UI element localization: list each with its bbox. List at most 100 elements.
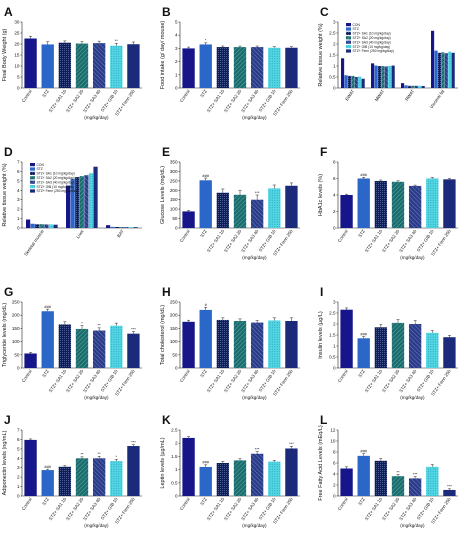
- significance-e-4: ***: [255, 190, 260, 195]
- y-tick-label-e-1: 50: [172, 216, 178, 221]
- significance-l-1: ###: [360, 448, 367, 453]
- legend-label-d-5: STZ+ GIB (10 mg/kg/day): [37, 185, 75, 189]
- y-tick-label-e-0: 0: [175, 226, 178, 231]
- y-tick-label-g-0: 0: [17, 366, 20, 371]
- y-tick-label-h-2: 100: [170, 339, 178, 344]
- y-tick-label-b-0: 0: [175, 86, 178, 91]
- bar-c-0-1: [344, 75, 348, 88]
- y-tick-label-b-3: 3: [175, 46, 178, 51]
- significance-b-1: *: [205, 38, 207, 43]
- y-tick-label-f-4: 8: [333, 160, 336, 165]
- legend-label-c-0: CON: [353, 23, 361, 27]
- y-tick-label-l-2: 4: [333, 472, 336, 477]
- significance-k-4: ***: [255, 446, 260, 451]
- panel-label-f: F: [320, 145, 327, 159]
- unit-label-f: (mg/kg/day): [400, 255, 425, 260]
- unit-label-e: (mg/kg/day): [242, 255, 267, 260]
- significance-l-3: **: [396, 469, 400, 474]
- category-label-i-5: STZ+ GIB 10: [416, 368, 435, 392]
- bar-f-3: [391, 181, 405, 228]
- y-tick-label-j-1: 1: [17, 484, 20, 489]
- bar-j-3: [75, 458, 89, 496]
- bar-c-1-6: [391, 65, 395, 88]
- bar-d-1-5: [88, 173, 94, 228]
- bar-f-5: [426, 178, 439, 228]
- y-tick-label-d-3: 3: [17, 197, 20, 202]
- bar-h-3: [233, 321, 247, 368]
- bar-d-0-6: [53, 224, 58, 228]
- bar-c-0-6: [361, 78, 365, 88]
- y-tick-label-a-5: 25: [14, 31, 20, 36]
- group-label-d-1: Liver: [75, 228, 85, 239]
- category-label-g-1: STZ: [41, 368, 50, 378]
- legend-label-c-2: STZ+ SA1 (10 mg/kg/day): [353, 32, 391, 36]
- y-tick-label-l-0: 0: [333, 494, 336, 499]
- category-label-b-5: STZ+ GIB 10: [258, 88, 277, 112]
- y-tick-label-j-4: 4: [17, 456, 20, 461]
- y-tick-label-h-5: 250: [170, 300, 178, 305]
- bar-d-2-6: [133, 227, 138, 228]
- category-label-a-1: STZ: [41, 88, 50, 98]
- y-axis-title-a: Final Body Weight (g): [2, 28, 8, 81]
- y-axis-title-j: Adiponectin levels (ng/mL): [2, 430, 8, 495]
- significance-l-4: ***: [413, 472, 418, 477]
- bar-c-3-6: [451, 52, 455, 88]
- category-label-a-5: STZ+ GIB 10: [100, 88, 119, 112]
- significance-g-3: *: [81, 321, 83, 326]
- y-tick-label-e-5: 250: [170, 178, 178, 183]
- y-tick-label-g-5: 250: [12, 300, 20, 305]
- panel-label-i: I: [320, 285, 323, 299]
- y-tick-label-a-2: 10: [14, 64, 20, 69]
- legend-label-c-4: STZ+ SA3 (40 mg/kg/day): [353, 40, 391, 44]
- bar-c-2-0: [401, 83, 405, 88]
- legend-label-d-3: STZ+ SA2 (20 mg/kg/day): [37, 176, 75, 180]
- y-tick-label-d-2: 2: [17, 207, 20, 212]
- bar-e-1: [199, 180, 212, 228]
- bar-j-5: [110, 461, 123, 496]
- bar-g-5: [110, 325, 123, 368]
- y-axis-title-f: HbA1c levels (%): [318, 174, 324, 216]
- y-tick-label-l-1: 2: [333, 483, 336, 488]
- bar-i-1: [357, 338, 370, 368]
- y-tick-label-b-4: 4: [175, 33, 178, 38]
- legend-swatch-d-2: [30, 171, 35, 175]
- bar-d-0-5: [48, 224, 54, 228]
- bar-j-1: [41, 470, 54, 496]
- bar-c-0-0: [341, 58, 345, 88]
- bar-d-1-0: [66, 185, 71, 228]
- y-axis-title-h: Total cholesterol (mg/dL): [160, 305, 166, 365]
- category-label-h-1: STZ: [199, 368, 208, 378]
- legend-swatch-d-6: [30, 189, 35, 193]
- bar-c-0-5: [358, 76, 362, 88]
- y-tick-label-i-0: 0: [333, 366, 336, 371]
- category-label-a-0: Control: [21, 89, 33, 103]
- bar-c-0-3: [351, 75, 355, 88]
- bar-g-0: [24, 353, 37, 368]
- y-tick-label-g-2: 100: [12, 339, 20, 344]
- bar-i-2: [374, 327, 388, 368]
- y-tick-label-f-3: 6: [333, 176, 336, 181]
- y-tick-label-f-1: 2: [333, 209, 336, 214]
- y-tick-label-a-1: 5: [17, 75, 20, 80]
- legend-swatch-d-0: [30, 163, 35, 167]
- category-label-f-5: STZ+ GIB 10: [416, 228, 435, 252]
- bar-l-4: [408, 478, 422, 496]
- legend-swatch-d-1: [30, 167, 35, 171]
- significance-j-6: ***: [131, 439, 136, 444]
- legend-label-d-6: STZ+ Fenn (250 mg/kg/day): [37, 189, 78, 193]
- category-label-h-0: Control: [179, 369, 191, 383]
- category-label-l-0: Control: [337, 497, 349, 511]
- category-label-i-1: STZ: [357, 368, 366, 378]
- y-tick-label-i-2: 1: [333, 344, 336, 349]
- significance-k-1: ###: [202, 460, 209, 465]
- bar-b-5: [268, 47, 281, 88]
- bar-k-5: [268, 461, 281, 496]
- bar-h-4: [250, 322, 264, 368]
- legend-swatch-c-3: [346, 36, 351, 40]
- y-tick-label-j-2: 2: [17, 475, 20, 480]
- category-label-k-1: STZ: [199, 496, 208, 506]
- bar-g-1: [41, 311, 54, 368]
- bar-d-1-6: [93, 166, 98, 228]
- bar-c-1-3: [381, 66, 385, 88]
